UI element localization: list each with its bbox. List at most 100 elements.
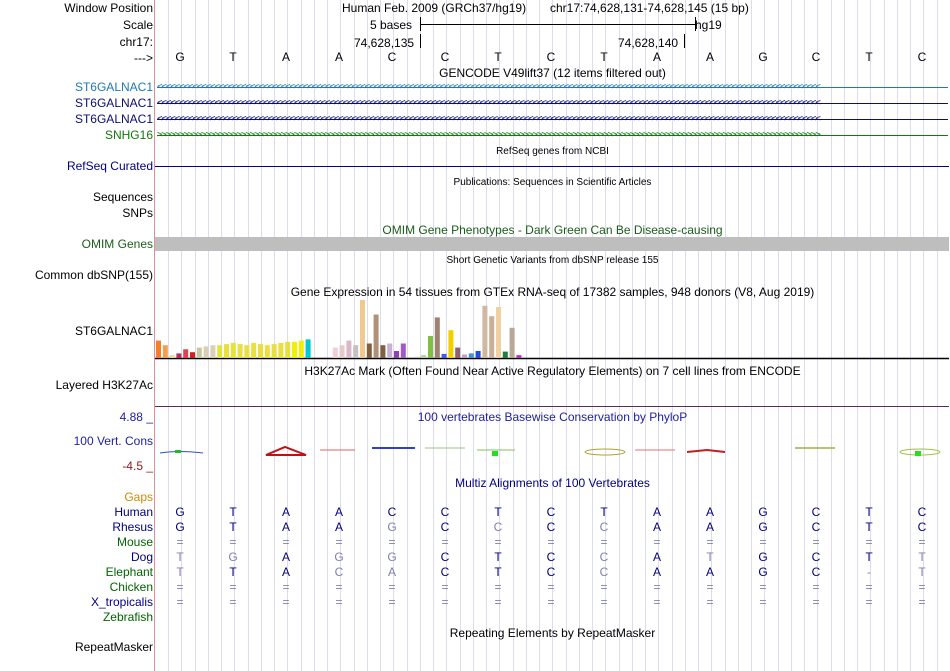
species-label[interactable]: Elephant [105,565,153,579]
gtex-tissue-bar [373,314,379,358]
grid-line [552,0,554,671]
alignment-base: A [334,505,343,519]
grid-line [804,0,805,671]
alignment-base: = [441,535,449,549]
alignment-base: = [812,595,820,609]
omim-gene-bar[interactable] [155,237,949,251]
gtex-tissue-bar [414,356,420,358]
base-letter: A [334,50,343,64]
repeatmasker-title[interactable]: Repeating Elements by RepeatMasker [449,626,656,640]
dbsnp-label[interactable]: Common dbSNP(155) [34,268,153,282]
grid-line [194,0,196,671]
gtex-tissue-bar [169,355,175,358]
grid-line [896,0,898,671]
gtex-bar-chart[interactable] [155,299,949,360]
alignment-base: C [811,520,821,534]
phylop-mark [159,451,204,454]
base-letter: C [917,50,927,64]
omim-label[interactable]: OMIM Genes [81,237,153,251]
alignment-base: T [865,550,873,564]
alignment-base: = [600,580,608,594]
snps-label[interactable]: SNPs [122,206,153,220]
alignment-base: = [706,535,714,549]
phylop-title[interactable]: 100 vertebrates Basewise Conservation by… [417,410,688,424]
grid-line [313,0,315,671]
species-label[interactable]: Dog [130,550,153,564]
species-label[interactable]: Rhesus [112,520,153,534]
gene-track-st6galnac1-b[interactable]: <<<<<<<<<<<<<<<<<<<<<<<<<<<<<<<<<<<<<<<<… [157,98,948,108]
alignment-base: = [176,580,184,594]
gtex-tissue-bar [353,345,359,358]
publications-title[interactable]: Publications: Sequences in Scientific Ar… [453,177,652,188]
gtex-tissue-bar [400,343,406,358]
refseq-title[interactable]: RefSeq genes from NCBI [496,146,609,157]
refseq-gene-line[interactable] [155,166,949,167]
grid-line [936,0,938,671]
gtex-gene-label[interactable]: ST6GALNAC1 [74,324,153,338]
alignment-base: C [546,565,556,579]
alignment-base: C [440,520,450,534]
grid-line [433,0,434,671]
phylop-track-label[interactable]: 100 Vert. Cons [73,434,153,448]
alignment-base: C [440,565,450,579]
grid-line [406,0,408,671]
alignment-base: = [547,580,555,594]
gene-label-st6galnac1-a[interactable]: ST6GALNAC1 [74,80,153,94]
grid-line [605,0,607,671]
gencode-title[interactable]: GENCODE V49lift37 (12 items filtered out… [439,66,666,80]
alignment-base: = [918,535,926,549]
repeatmasker-label[interactable]: RepeatMasker [74,640,153,654]
gtex-title[interactable]: Gene Expression in 54 tissues from GTEx … [290,285,815,299]
alignment-base: C [917,505,927,519]
phylop-mark [686,448,726,453]
sequences-label[interactable]: Sequences [92,190,153,204]
alignment-base: = [759,535,767,549]
gene-label-st6galnac1-c[interactable]: ST6GALNAC1 [74,112,153,126]
alignment-base: C [440,550,450,564]
species-label[interactable]: Mouse [116,535,153,549]
grid-line [684,0,686,671]
h3k27ac-title[interactable]: H3K27Ac Mark (Often Found Near Active Re… [304,364,801,378]
coord-left: 74,628,135 [354,36,415,50]
phylop-min-label: -4.5 _ [122,459,153,473]
grid-line [168,0,169,671]
base-letter: A [281,50,290,64]
gtex-tissue-bar [475,351,481,358]
species-label[interactable]: Human [114,505,153,519]
grid-line [578,0,580,671]
grid-line [472,0,474,671]
alignment-base: A [281,505,290,519]
gene-track-snhg16[interactable]: >>>>>>>>>>>>>>>>>>>>>>>>>>>>>>>>>>>>>>>>… [157,130,948,140]
gene-track-st6galnac1-a[interactable]: <<<<<<<<<<<<<<<<<<<<<<<<<<<<<<<<<<<<<<<<… [157,82,948,92]
phylop-plot[interactable] [155,440,949,462]
gaps-label[interactable]: Gaps [124,490,153,504]
alignment-base: = [812,535,820,549]
h3k27ac-label[interactable]: Layered H3K27Ac [55,378,153,392]
omim-title[interactable]: OMIM Gene Phenotypes - Dark Green Can Be… [382,223,723,237]
alignment-base: A [281,550,290,564]
grid-line [525,0,527,671]
refseq-label[interactable]: RefSeq Curated [66,159,153,173]
gene-label-st6galnac1-b[interactable]: ST6GALNAC1 [74,96,153,110]
grid-line [711,0,713,671]
species-label[interactable]: X_tropicalis [90,595,153,609]
species-label[interactable]: Zebrafish [102,610,153,624]
grid-line [631,0,633,671]
multiz-title[interactable]: Multiz Alignments of 100 Vertebrates [455,476,650,490]
grid-line [817,0,819,671]
alignment-base: = [388,535,396,549]
species-label[interactable]: Chicken [109,580,153,594]
base-letter: T [865,50,873,64]
gene-track-st6galnac1-c[interactable]: <<<<<<<<<<<<<<<<<<<<<<<<<<<<<<<<<<<<<<<<… [157,114,948,124]
alignment-base: = [653,595,661,609]
gtex-tissue-bar [183,349,189,358]
gtex-tissue-bar [332,347,338,358]
alignment-base: = [653,535,661,549]
dbsnp-title[interactable]: Short Genetic Variants from dbSNP releas… [446,255,659,266]
gtex-tissue-bar [237,344,243,358]
alignment-base: = [547,535,555,549]
alignment-base: A [705,565,714,579]
gene-label-snhg16[interactable]: SNHG16 [104,128,153,142]
alignment-base: = [335,580,343,594]
gtex-tissue-bar [162,345,168,358]
